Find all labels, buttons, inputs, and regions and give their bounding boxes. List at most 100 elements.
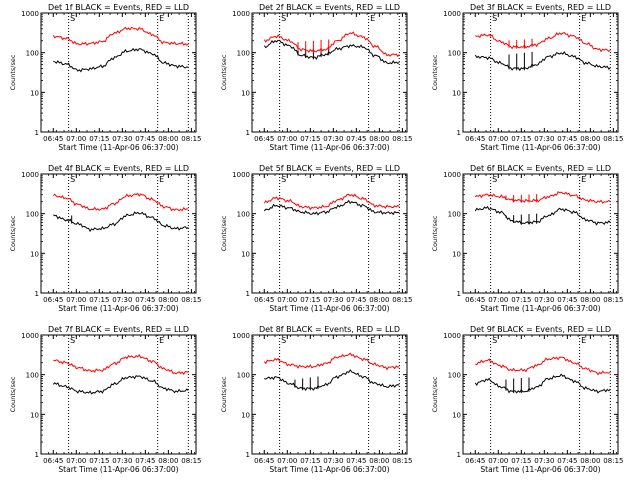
series-line-lld — [52, 192, 189, 212]
chart-panel-8: Det 8f BLACK = Events, RED = LLD 1 10 100 10… — [220, 325, 412, 474]
x-tick-label: 07:00 — [66, 135, 86, 143]
plot-frame — [40, 334, 197, 455]
series-line-events — [474, 50, 611, 72]
x-tick-label: 07:45 — [135, 457, 155, 465]
chart-title: Det 1f BLACK = Events, RED = LLD — [48, 3, 189, 12]
x-tick-label: 08:00 — [158, 135, 178, 143]
plot-frame — [462, 334, 619, 455]
series-line-events — [263, 39, 400, 65]
chart-panel-7: Det 7f BLACK = Events, RED = LLD 1 10 100 10… — [9, 325, 201, 474]
x-tick-label: 08:00 — [369, 296, 389, 304]
series-line-lld — [474, 190, 611, 204]
y-tick-label: 10 — [30, 89, 39, 97]
time-marker-label: S — [70, 14, 75, 23]
y-tick-label: 1 — [457, 129, 461, 137]
x-tick-label: 07:15 — [89, 457, 109, 465]
x-tick-label: 07:45 — [557, 135, 577, 143]
y-tick-label: 10 — [30, 411, 39, 419]
y-axis-label: Counts/sec — [9, 376, 17, 412]
time-marker-label: S — [492, 336, 497, 345]
series-line-events — [264, 369, 400, 392]
x-tick-label: 07:30 — [534, 135, 554, 143]
series-line-events — [263, 199, 400, 216]
y-tick-label: 100 — [448, 211, 461, 219]
y-axis-label: Counts/sec — [9, 215, 17, 251]
chart-panel-3: Det 3f BLACK = Events, RED = LLD 1 10 100 10… — [431, 3, 623, 152]
x-tick-label: 07:00 — [488, 457, 508, 465]
chart-title: Det 6f BLACK = Events, RED = LLD — [470, 164, 611, 173]
y-tick-label: 100 — [26, 211, 39, 219]
chart-panel-1: Det 1f BLACK = Events, RED = LLD 1 10 100 10… — [9, 3, 201, 152]
x-tick-label: 08:15 — [603, 135, 623, 143]
x-tick-label: 08:00 — [369, 457, 389, 465]
y-axis-label: Counts/sec — [9, 54, 17, 90]
plot-frame — [40, 12, 197, 133]
y-tick-label: 10 — [241, 89, 250, 97]
x-axis-label: Start Time (11-Apr-06 06:37:00) — [480, 465, 600, 474]
chart-title: Det 8f BLACK = Events, RED = LLD — [259, 325, 400, 334]
x-tick-label: 07:15 — [300, 135, 320, 143]
time-marker-label: S — [281, 175, 286, 184]
y-tick-label: 10 — [452, 89, 461, 97]
x-tick-label: 08:15 — [603, 296, 623, 304]
time-marker-label: S — [492, 14, 497, 23]
x-tick-label: 06:45 — [465, 457, 485, 465]
x-tick-label: 08:15 — [392, 457, 412, 465]
x-tick-label: 08:00 — [369, 135, 389, 143]
x-tick-label: 08:15 — [181, 135, 201, 143]
y-tick-label: 1000 — [232, 10, 250, 18]
x-axis-label: Start Time (11-Apr-06 06:37:00) — [58, 304, 178, 313]
x-tick-label: 07:15 — [300, 296, 320, 304]
x-tick-label: 06:45 — [254, 457, 274, 465]
time-marker-label: E — [159, 175, 164, 184]
x-tick-label: 08:00 — [580, 457, 600, 465]
series-line-events — [474, 373, 611, 394]
series-line-lld — [475, 32, 611, 53]
time-marker-label: E — [370, 14, 375, 23]
x-tick-label: 08:15 — [392, 296, 412, 304]
time-marker-label: E — [159, 336, 164, 345]
time-marker-label: E — [370, 175, 375, 184]
y-tick-label: 1 — [246, 451, 250, 459]
plot-frame — [251, 12, 408, 133]
y-tick-label: 1 — [246, 129, 250, 137]
y-tick-label: 1 — [35, 129, 39, 137]
time-marker-label: S — [492, 175, 497, 184]
y-tick-label: 100 — [448, 372, 461, 380]
y-axis-label: Counts/sec — [220, 54, 228, 90]
y-tick-label: 1000 — [443, 332, 461, 340]
x-tick-label: 07:45 — [557, 457, 577, 465]
x-tick-label: 07:30 — [534, 457, 554, 465]
time-marker-label: S — [70, 336, 75, 345]
series-line-lld — [263, 193, 400, 211]
series-line-events — [52, 375, 189, 395]
y-tick-label: 100 — [237, 372, 250, 380]
chart-panel-2: Det 2f BLACK = Events, RED = LLD 1 10 100 10… — [220, 3, 412, 152]
chart-title: Det 4f BLACK = Events, RED = LLD — [48, 164, 189, 173]
time-marker-label: E — [581, 175, 586, 184]
time-marker-label: E — [370, 336, 375, 345]
y-tick-label: 10 — [241, 250, 250, 258]
x-tick-label: 07:15 — [89, 296, 109, 304]
time-marker-label: S — [70, 175, 75, 184]
plot-frame — [462, 173, 619, 294]
series-line-lld — [53, 354, 189, 375]
y-tick-label: 1000 — [21, 10, 39, 18]
chart-panel-6: Det 6f BLACK = Events, RED = LLD 1 10 100 10… — [431, 164, 623, 313]
x-tick-label: 06:45 — [43, 135, 63, 143]
y-tick-label: 1000 — [21, 332, 39, 340]
series-line-events — [53, 211, 189, 233]
series-line-events — [53, 47, 189, 73]
series-line-lld — [263, 352, 400, 371]
x-tick-label: 08:15 — [181, 457, 201, 465]
x-axis-label: Start Time (11-Apr-06 06:37:00) — [269, 465, 389, 474]
time-marker-label: E — [581, 14, 586, 23]
x-tick-label: 07:30 — [323, 296, 343, 304]
x-tick-label: 06:45 — [465, 135, 485, 143]
plot-frame — [462, 12, 619, 133]
y-tick-label: 100 — [448, 50, 461, 58]
x-tick-label: 07:00 — [277, 135, 297, 143]
chart-panel-9: Det 9f BLACK = Events, RED = LLD 1 10 100 10… — [431, 325, 623, 474]
y-tick-label: 1000 — [443, 10, 461, 18]
series-line-lld — [52, 26, 189, 46]
